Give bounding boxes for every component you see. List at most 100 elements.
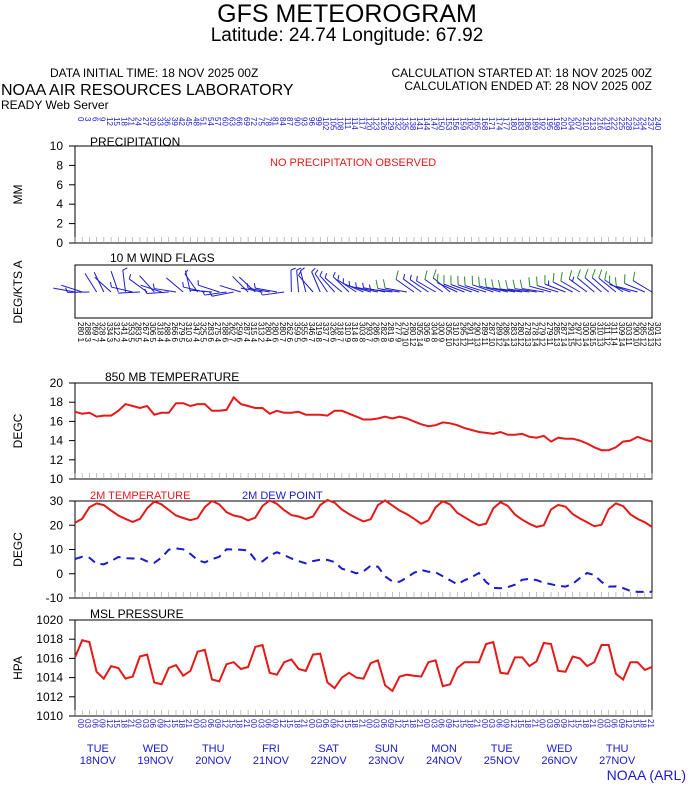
wind-value-label: 310 12	[451, 322, 460, 347]
y-tick-label: 1018	[36, 632, 63, 646]
wind-barb-feather	[290, 267, 296, 271]
wind-value-label: 291 11	[465, 322, 474, 346]
wind-value-label: 283 5	[134, 322, 143, 343]
wind-barb	[332, 276, 350, 293]
bottom-hour-label: 21	[646, 719, 655, 728]
y-tick-label: 20	[50, 376, 64, 390]
precip-title: PRECIPITATION	[90, 135, 180, 149]
bottom-hour-label: 00	[307, 719, 316, 728]
top-hour-label: 87	[285, 117, 294, 126]
wind-barb	[166, 277, 184, 293]
wind-barb-feather	[519, 279, 523, 289]
bottom-hour-label: 06	[437, 719, 446, 728]
top-hour-label: 234	[639, 117, 648, 131]
wind-value-label: 289 11	[480, 322, 489, 346]
wind-value-label: 259 6	[235, 322, 244, 343]
server-name: READY Web Server	[1, 98, 109, 112]
wind-barb	[632, 280, 653, 293]
wind-barb	[198, 284, 220, 293]
bottom-hour-label: 00	[538, 719, 547, 728]
bottom-hour-label: 06	[90, 719, 99, 728]
data-initial-time: DATA INITIAL TIME: 18 NOV 2025 00Z	[50, 66, 259, 80]
bottom-hour-label: 06	[321, 719, 330, 728]
top-hour-label: 213	[588, 117, 597, 131]
top-hour-label: 117	[357, 117, 366, 130]
wind-value-label: 334 3	[105, 322, 114, 343]
wind-barb	[84, 273, 98, 293]
page-title: GFS METEOROGRAM	[217, 0, 477, 28]
legend-2m-temperature: 2M TEMPERATURE	[90, 490, 190, 502]
date-label: 24NOV	[426, 755, 463, 767]
y-tick-label: 0	[56, 236, 63, 250]
wind-value-label: 283 13	[509, 322, 518, 347]
top-hour-label: 129	[386, 117, 395, 131]
wind-barb	[457, 284, 480, 293]
wind-barb-feather	[182, 282, 184, 288]
wind-value-label: 281 9	[386, 322, 395, 343]
wind-barb	[211, 291, 234, 297]
wind-value-label: 288 6	[220, 322, 229, 343]
wind-barb	[356, 286, 379, 293]
bottom-hour-label: 12	[509, 719, 518, 728]
top-hour-label: 69	[242, 117, 251, 126]
wind-value-label: 347 4	[191, 322, 200, 343]
wind-value-label: 355 6	[300, 322, 309, 343]
top-hour-label: 207	[574, 117, 583, 131]
top-hour-label: 27	[141, 117, 150, 126]
wind-barb	[443, 283, 465, 293]
wind-barb-feather	[110, 282, 112, 288]
top-hour-label: 114	[350, 117, 359, 130]
top-hour-label: 189	[530, 117, 539, 131]
wind-value-label: 311 14	[610, 322, 619, 346]
wind-barb-feather	[402, 274, 406, 280]
wind-barb-feather	[362, 282, 365, 288]
top-hour-label: 21	[126, 117, 135, 126]
wind-barb-feather	[184, 269, 189, 275]
wind-barb	[584, 277, 602, 293]
bottom-hour-label: 18	[408, 719, 417, 728]
wind-value-label: 303 11	[624, 322, 633, 346]
bottom-hour-label: 12	[336, 719, 345, 728]
wind-barb-feather	[246, 283, 249, 289]
wind-value-label: 311 12	[603, 322, 612, 346]
top-hour-label: 42	[177, 117, 186, 126]
top-hour-label: 153	[444, 117, 453, 131]
wind-value-label: 305 10	[444, 322, 453, 347]
bottom-hour-label: 21	[357, 719, 366, 728]
top-hour-label: 180	[509, 117, 518, 131]
wind-barb	[591, 277, 610, 293]
top-hour-label: 78	[264, 117, 273, 126]
wind-barb	[560, 280, 581, 293]
wind-value-label: 280 12	[408, 322, 417, 347]
top-hour-label: 186	[523, 117, 532, 131]
wind-barb-feather	[560, 272, 563, 282]
wind-axis-label: DEG/KTS A	[11, 260, 25, 323]
wind-barb	[240, 287, 263, 293]
wind-value-label: 269 7	[90, 322, 99, 343]
wind-value-label: 280 12	[516, 322, 525, 347]
wind-barb-feather	[65, 287, 68, 293]
wind-barb	[129, 278, 148, 293]
wind-value-label: 310 9	[343, 322, 352, 343]
wind-barb	[616, 285, 638, 293]
top-hour-label: 198	[552, 117, 561, 131]
wind-value-label: 279 5	[177, 322, 186, 343]
day-of-week-label: WED	[547, 743, 573, 755]
dewpoint-line	[74, 547, 652, 593]
wind-barb-feather	[332, 271, 336, 277]
top-hour-label: 222	[610, 117, 619, 131]
wind-barb	[262, 291, 285, 296]
wind-barb	[255, 287, 278, 293]
bottom-hour-label: 15	[343, 719, 352, 728]
bottom-hour-label: 03	[314, 719, 323, 728]
y-tick-label: 4	[56, 197, 63, 211]
date-label: 20NOV	[195, 755, 232, 767]
bottom-hour-label: 12	[566, 719, 575, 728]
y-axis-label: MM	[11, 185, 25, 205]
wind-barb-feather	[416, 275, 418, 282]
wind-barb	[324, 277, 343, 293]
y-tick-label: 10	[50, 472, 64, 486]
y-tick-label: 6	[56, 178, 63, 192]
wind-barb-feather	[614, 277, 617, 287]
wind-barb	[514, 288, 537, 293]
